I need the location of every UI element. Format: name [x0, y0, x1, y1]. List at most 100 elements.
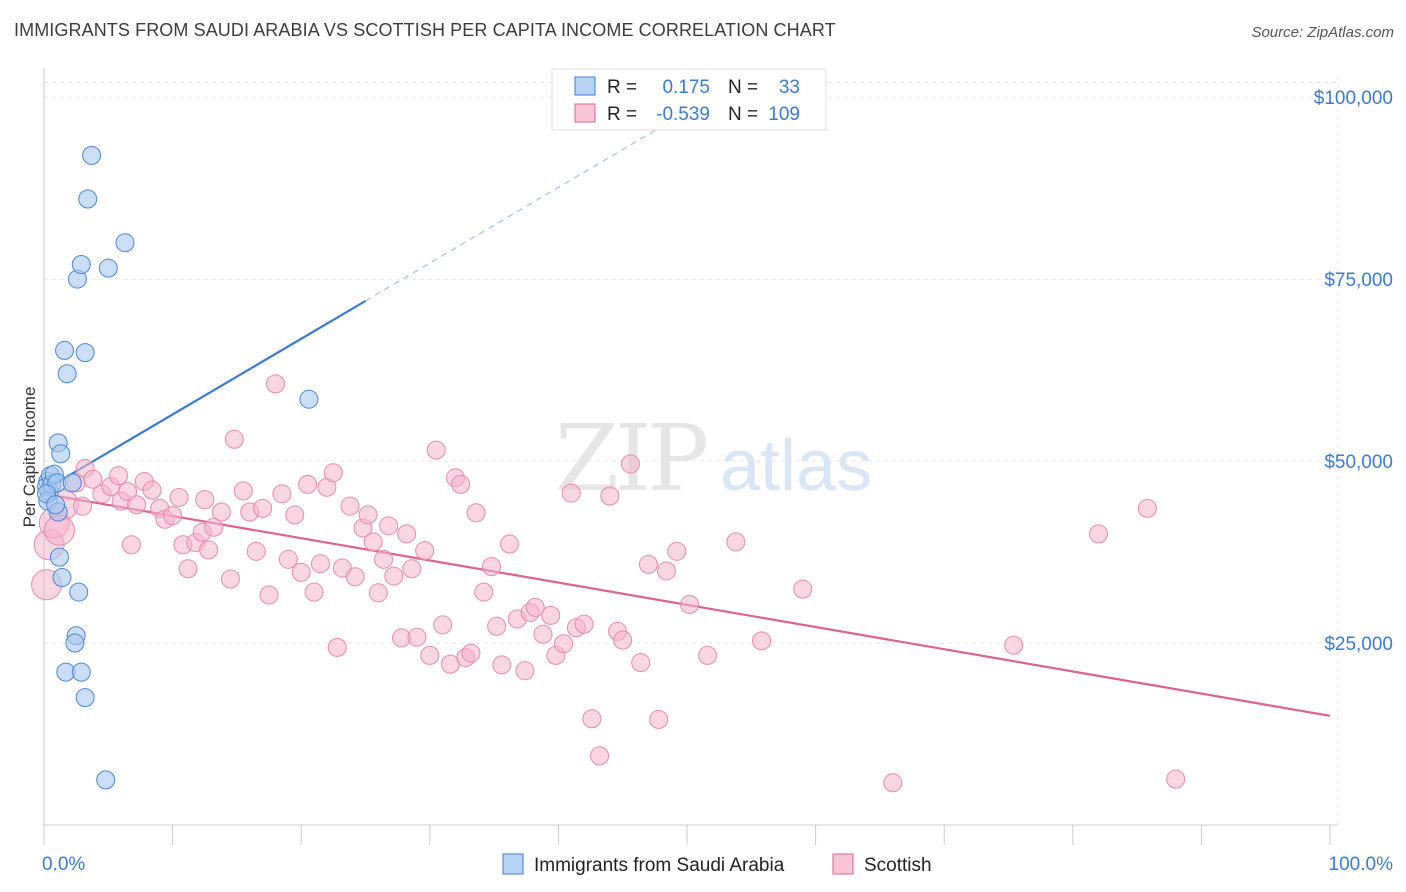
scottish-point-90: [631, 653, 651, 673]
scottish-point-99: [793, 579, 813, 599]
scottish-point-93: [656, 561, 676, 581]
saudi-point-13: [57, 364, 77, 384]
scottish-point-48: [358, 505, 378, 525]
scottish-point-33: [265, 374, 285, 394]
scottish-point-23: [199, 540, 219, 560]
scottish-point-27: [224, 429, 244, 449]
legend-n-value-1: 33: [779, 77, 800, 98]
scottish-point-104: [1166, 769, 1186, 789]
scottish-point-20: [178, 559, 198, 579]
chart-title: IMMIGRANTS FROM SAUDI ARABIA VS SCOTTISH…: [14, 20, 836, 40]
saudi-point-18: [69, 582, 89, 602]
scottish-point-67: [466, 503, 486, 523]
series-legend: Immigrants from Saudi Arabia Scottish: [502, 853, 932, 876]
scottish-point-9: [109, 466, 129, 486]
legend-n-label-2: N =: [728, 104, 758, 125]
scottish-point-94: [667, 541, 687, 561]
scottish-point-60: [426, 440, 446, 460]
saudi-point-25: [78, 189, 98, 209]
saudi-point-11: [52, 568, 72, 588]
scottish-point-28: [233, 481, 253, 501]
legend-n-label-1: N =: [728, 77, 758, 98]
saudi-point-23: [71, 255, 91, 275]
saudi-point-28: [115, 233, 135, 253]
legend-r-value-1: 0.175: [662, 77, 710, 98]
scottish-point-77: [533, 624, 553, 644]
axes: [43, 68, 1338, 845]
scottish-point-103: [1137, 498, 1157, 518]
scottish-point-100: [883, 773, 903, 793]
saudi-point-27: [98, 258, 118, 278]
legend-r-label-1: R =: [607, 77, 637, 98]
bottom-legend-swatch-blue: [502, 853, 524, 875]
scottish-point-92: [649, 709, 669, 729]
scottish-point-56: [402, 559, 422, 579]
scottish-point-80: [554, 634, 574, 654]
saudi-points: [37, 145, 319, 790]
saudi-point-21: [75, 688, 95, 708]
scottish-point-36: [285, 505, 305, 525]
saudi-point-29: [96, 770, 116, 790]
y-axis-label: Per Capita Income: [20, 387, 39, 528]
scottish-point-84: [582, 709, 602, 729]
scottish-point-35: [278, 549, 298, 569]
tick-labels: $25,000 $50,000 $75,000 $100,000 0.0% 100.0%: [42, 88, 1393, 875]
scottish-point-39: [304, 582, 324, 602]
source-label: Source: ZipAtlas.com: [1251, 24, 1394, 41]
scottish-point-78: [541, 605, 561, 625]
saudi-trend-line: [43, 299, 367, 492]
legend-r-value-2: -0.539: [656, 104, 710, 125]
scottish-point-49: [363, 532, 383, 552]
scottish-point-108: [195, 490, 215, 510]
saudi-trend-extension: [365, 111, 688, 302]
scottish-point-85: [590, 746, 610, 766]
scottish-point-34: [272, 484, 292, 504]
scottish-point-107: [121, 535, 141, 555]
watermark-atlas: atlas: [720, 426, 872, 506]
scottish-point-32: [259, 585, 279, 605]
scottish-point-52: [379, 516, 399, 536]
saudi-point-30: [299, 389, 319, 409]
legend-swatch-pink: [574, 103, 596, 123]
scottish-point-57: [407, 627, 427, 647]
scottish-point-86: [600, 486, 620, 506]
scottish-point-105: [73, 496, 93, 516]
scottish-point-59: [420, 645, 440, 665]
scottish-point-30: [246, 541, 266, 561]
x-tick-label-1: 100.0%: [1329, 854, 1394, 875]
y-tick-label-1: $50,000: [1324, 452, 1393, 473]
scottish-point-72: [500, 534, 520, 554]
scottish-point-95: [680, 594, 700, 614]
scottish-point-37: [291, 562, 311, 582]
scottish-point-40: [310, 554, 330, 574]
scottish-point-71: [492, 655, 512, 675]
legend-n-value-2: 109: [768, 104, 800, 125]
scottish-point-61: [433, 615, 453, 635]
scottish-point-51: [374, 549, 394, 569]
scottish-point-17: [163, 506, 183, 526]
saudi-point-15: [62, 473, 82, 493]
scottish-point-24: [204, 517, 224, 537]
bottom-legend-label-saudi: Immigrants from Saudi Arabia: [534, 855, 785, 876]
y-tick-label-0: $25,000: [1324, 634, 1393, 655]
scottish-point-97: [726, 532, 746, 552]
saudi-point-20: [71, 662, 91, 682]
scottish-point-98: [752, 631, 772, 651]
legend-r-label-2: R =: [607, 104, 637, 125]
saudi-point-12: [55, 340, 75, 360]
y-tick-label-3: $100,000: [1314, 88, 1393, 109]
saudi-point-26: [82, 145, 102, 165]
scottish-point-68: [474, 582, 494, 602]
scottish-point-74: [515, 661, 535, 681]
scottish-point-6: [83, 469, 103, 489]
bottom-legend-label-scottish: Scottish: [864, 855, 932, 876]
scottish-point-55: [397, 524, 417, 544]
scottish-point-81: [561, 483, 581, 503]
saudi-point-17: [65, 633, 85, 653]
saudi-point-24: [75, 343, 95, 363]
scottish-point-53: [384, 566, 404, 586]
scottish-point-38: [298, 474, 318, 494]
scottish-point-102: [1089, 524, 1109, 544]
scottish-point-58: [415, 541, 435, 561]
